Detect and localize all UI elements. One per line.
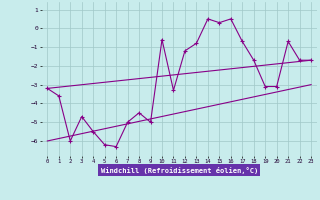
X-axis label: Windchill (Refroidissement éolien,°C): Windchill (Refroidissement éolien,°C) [100,167,258,174]
